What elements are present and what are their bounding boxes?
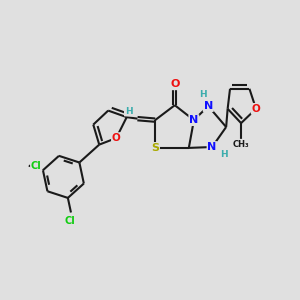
Text: O: O xyxy=(170,79,179,89)
Text: N: N xyxy=(208,142,217,152)
Text: S: S xyxy=(151,143,159,153)
Text: CH₃: CH₃ xyxy=(233,140,249,148)
Text: N: N xyxy=(204,101,213,111)
Text: Cl: Cl xyxy=(31,160,42,171)
Text: H: H xyxy=(125,107,132,116)
Text: N: N xyxy=(189,115,199,125)
Text: O: O xyxy=(112,133,121,143)
Text: H: H xyxy=(220,150,227,159)
Text: H: H xyxy=(199,90,207,99)
Text: O: O xyxy=(252,104,260,114)
Text: Cl: Cl xyxy=(65,216,76,226)
